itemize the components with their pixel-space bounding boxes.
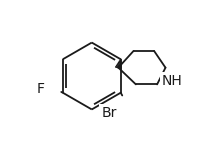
Text: F: F [37, 82, 45, 96]
Text: Br: Br [102, 106, 117, 120]
Text: NH: NH [162, 74, 182, 88]
